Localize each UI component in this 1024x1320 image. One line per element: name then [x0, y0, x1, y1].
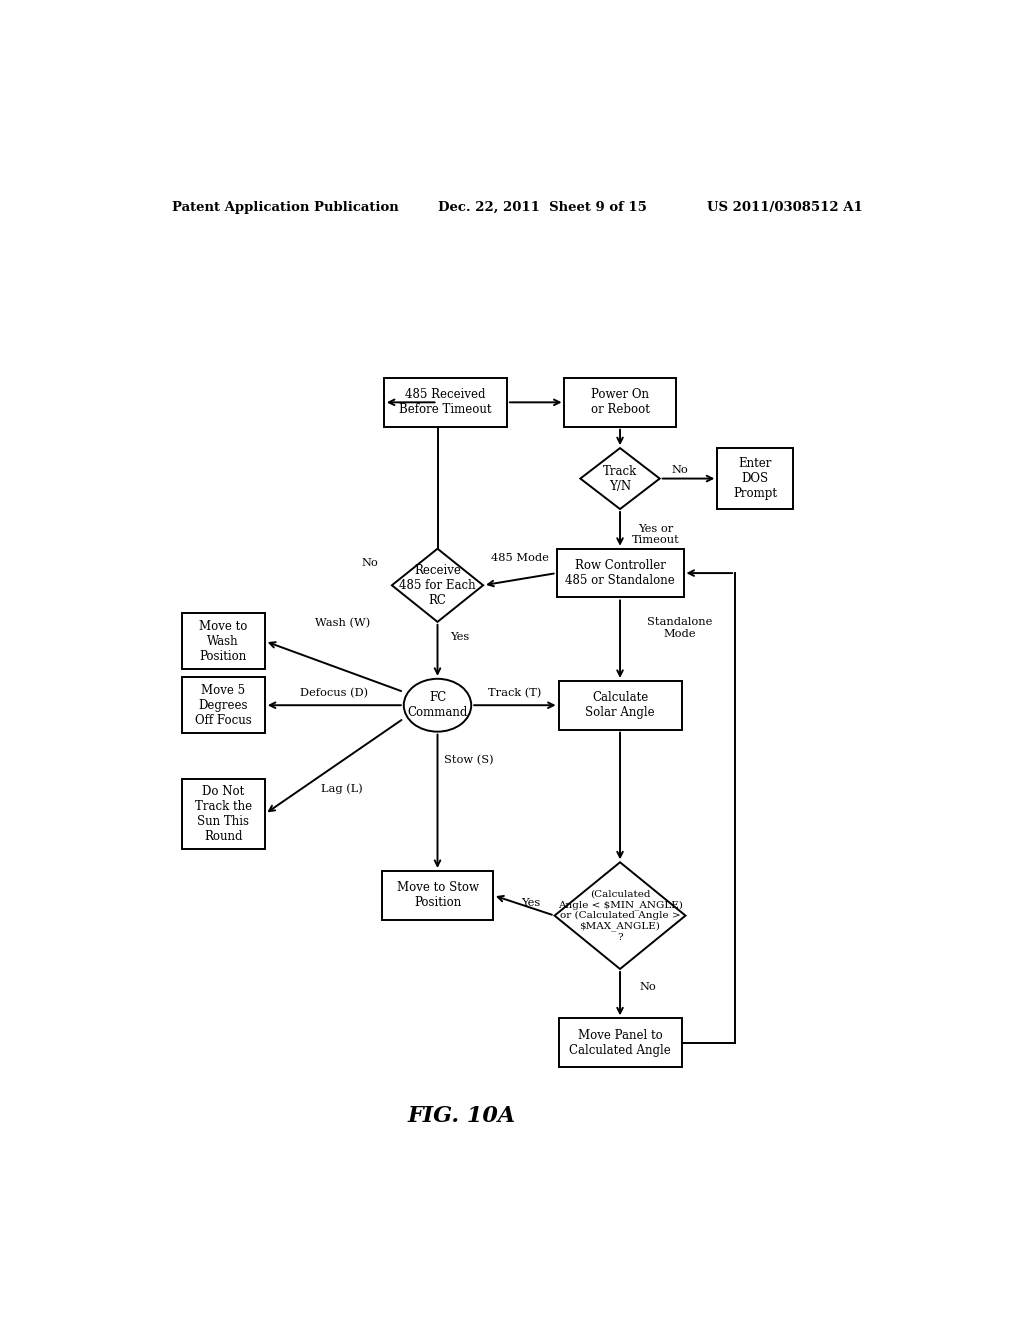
Text: Standalone
Mode: Standalone Mode [647, 618, 713, 639]
Text: Yes or
Timeout: Yes or Timeout [632, 524, 680, 545]
Text: Move to Stow
Position: Move to Stow Position [396, 882, 478, 909]
FancyBboxPatch shape [181, 677, 265, 733]
Text: 485 Received
Before Timeout: 485 Received Before Timeout [399, 388, 492, 416]
Text: No: No [639, 982, 656, 993]
FancyBboxPatch shape [181, 614, 265, 669]
Polygon shape [392, 549, 483, 622]
Text: Wash (W): Wash (W) [314, 618, 370, 628]
Text: Lag (L): Lag (L) [322, 783, 364, 793]
Text: No: No [671, 466, 688, 475]
Text: No: No [361, 558, 378, 568]
Polygon shape [581, 447, 659, 510]
Text: Move to
Wash
Position: Move to Wash Position [199, 619, 248, 663]
Text: (Calculated
Angle < $MIN_ANGLE)
or (Calculated Angle >
$MAX_ANGLE)
?: (Calculated Angle < $MIN_ANGLE) or (Calc… [558, 890, 682, 942]
Text: Move Panel to
Calculated Angle: Move Panel to Calculated Angle [569, 1028, 671, 1057]
Text: Power On
or Reboot: Power On or Reboot [591, 388, 649, 416]
FancyBboxPatch shape [382, 871, 494, 920]
Text: Yes: Yes [521, 899, 541, 908]
Text: Patent Application Publication: Patent Application Publication [172, 201, 398, 214]
Text: Receive
485 for Each
RC: Receive 485 for Each RC [399, 564, 476, 607]
Text: Track
Y/N: Track Y/N [603, 465, 637, 492]
Text: Dec. 22, 2011  Sheet 9 of 15: Dec. 22, 2011 Sheet 9 of 15 [437, 201, 646, 214]
FancyBboxPatch shape [557, 549, 684, 598]
Text: Do Not
Track the
Sun This
Round: Do Not Track the Sun This Round [195, 785, 252, 843]
Text: Enter
DOS
Prompt: Enter DOS Prompt [733, 457, 777, 500]
Text: Calculate
Solar Angle: Calculate Solar Angle [586, 692, 654, 719]
Text: FIG. 10A: FIG. 10A [408, 1105, 515, 1127]
Text: US 2011/0308512 A1: US 2011/0308512 A1 [708, 201, 863, 214]
Text: Defocus (D): Defocus (D) [300, 688, 369, 698]
Polygon shape [555, 862, 685, 969]
Text: Row Controller
485 or Standalone: Row Controller 485 or Standalone [565, 560, 675, 587]
Text: Track (T): Track (T) [488, 688, 542, 698]
FancyBboxPatch shape [181, 779, 265, 849]
Text: Move 5
Degrees
Off Focus: Move 5 Degrees Off Focus [195, 684, 252, 727]
Text: 485 Mode: 485 Mode [490, 553, 549, 562]
FancyBboxPatch shape [558, 681, 682, 730]
Ellipse shape [403, 678, 471, 731]
FancyBboxPatch shape [717, 447, 793, 510]
FancyBboxPatch shape [558, 1018, 682, 1067]
Text: Yes: Yes [451, 632, 469, 642]
FancyBboxPatch shape [564, 378, 676, 426]
Text: Stow (S): Stow (S) [444, 755, 494, 766]
FancyBboxPatch shape [384, 378, 507, 426]
Text: FC
Command: FC Command [408, 692, 468, 719]
